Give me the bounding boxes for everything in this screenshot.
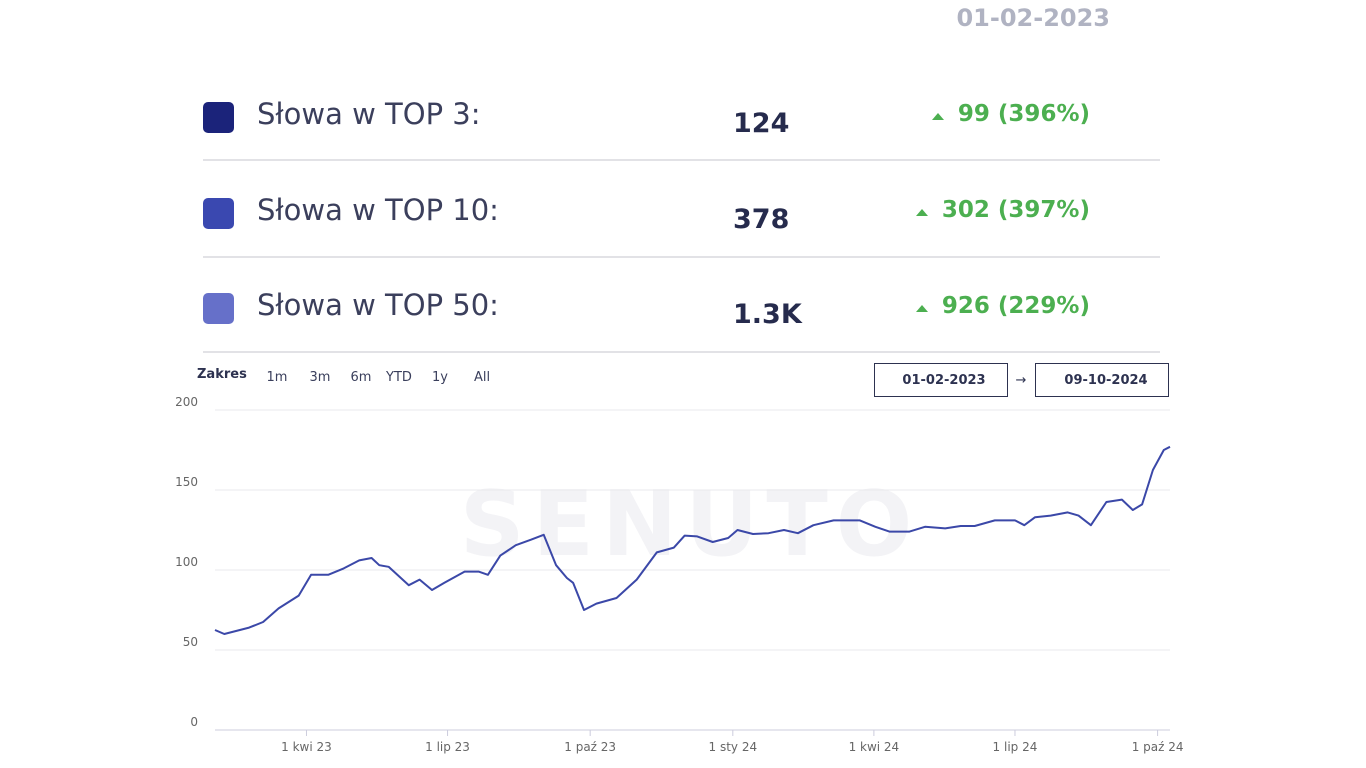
y-tick-label: 100 bbox=[175, 555, 198, 569]
x-tick-label: 1 lip 23 bbox=[425, 740, 470, 754]
up-arrow bbox=[916, 209, 928, 216]
date-to[interactable]: 09-10-2024 bbox=[1064, 373, 1147, 388]
x-tick-label: 1 kwi 24 bbox=[849, 740, 900, 754]
data-line bbox=[214, 445, 1171, 635]
range-button[interactable]: 6m bbox=[351, 370, 372, 385]
stat-label: Słowa w TOP 50: bbox=[257, 288, 499, 322]
chart: 0 50 100 150 200 1 kwi 23 1 lip 23 1 paź 23 1 st… bbox=[175, 395, 1183, 754]
date-separator: → bbox=[1016, 373, 1027, 388]
x-tick-label: 1 sty 24 bbox=[709, 740, 758, 754]
header-date: 01-02-2023 bbox=[956, 4, 1110, 32]
stat-value: 378 bbox=[733, 204, 789, 235]
stat-label: Słowa w TOP 3: bbox=[257, 97, 481, 131]
x-tick-label: 1 paź 23 bbox=[564, 740, 616, 754]
range-button[interactable]: YTD bbox=[385, 370, 412, 385]
stat-color bbox=[203, 293, 234, 324]
range-label: Zakres bbox=[197, 367, 247, 382]
y-tick-label: 0 bbox=[190, 715, 198, 729]
watermark: SENUTO bbox=[460, 472, 921, 577]
range-button[interactable]: 1m bbox=[267, 370, 288, 385]
stat-value: 1.3K bbox=[733, 299, 803, 330]
range-button[interactable]: 1y bbox=[432, 370, 448, 385]
range-button[interactable]: All bbox=[474, 370, 490, 385]
stat-color bbox=[203, 198, 234, 229]
date-input[interactable] bbox=[874, 363, 1008, 397]
stat-color bbox=[203, 102, 234, 133]
x-tick-label: 1 lip 24 bbox=[993, 740, 1038, 754]
x-tick-label: 1 kwi 23 bbox=[281, 740, 332, 754]
y-tick-label: 50 bbox=[183, 635, 198, 649]
stat-value: 124 bbox=[733, 108, 789, 139]
stat-change: 99 (396%) bbox=[958, 101, 1090, 127]
stat-change: 302 (397%) bbox=[942, 197, 1090, 223]
x-tick-label: 1 paź 24 bbox=[1132, 740, 1184, 754]
date-input[interactable] bbox=[1035, 363, 1169, 397]
y-tick-label: 200 bbox=[175, 395, 198, 409]
stat-change: 926 (229%) bbox=[942, 293, 1090, 319]
range-button[interactable]: 3m bbox=[310, 370, 331, 385]
y-tick-label: 150 bbox=[175, 475, 198, 489]
up-arrow bbox=[932, 113, 944, 120]
stat-label: Słowa w TOP 10: bbox=[257, 193, 499, 227]
up-arrow bbox=[916, 305, 928, 312]
date-from[interactable]: 01-02-2023 bbox=[902, 373, 985, 388]
